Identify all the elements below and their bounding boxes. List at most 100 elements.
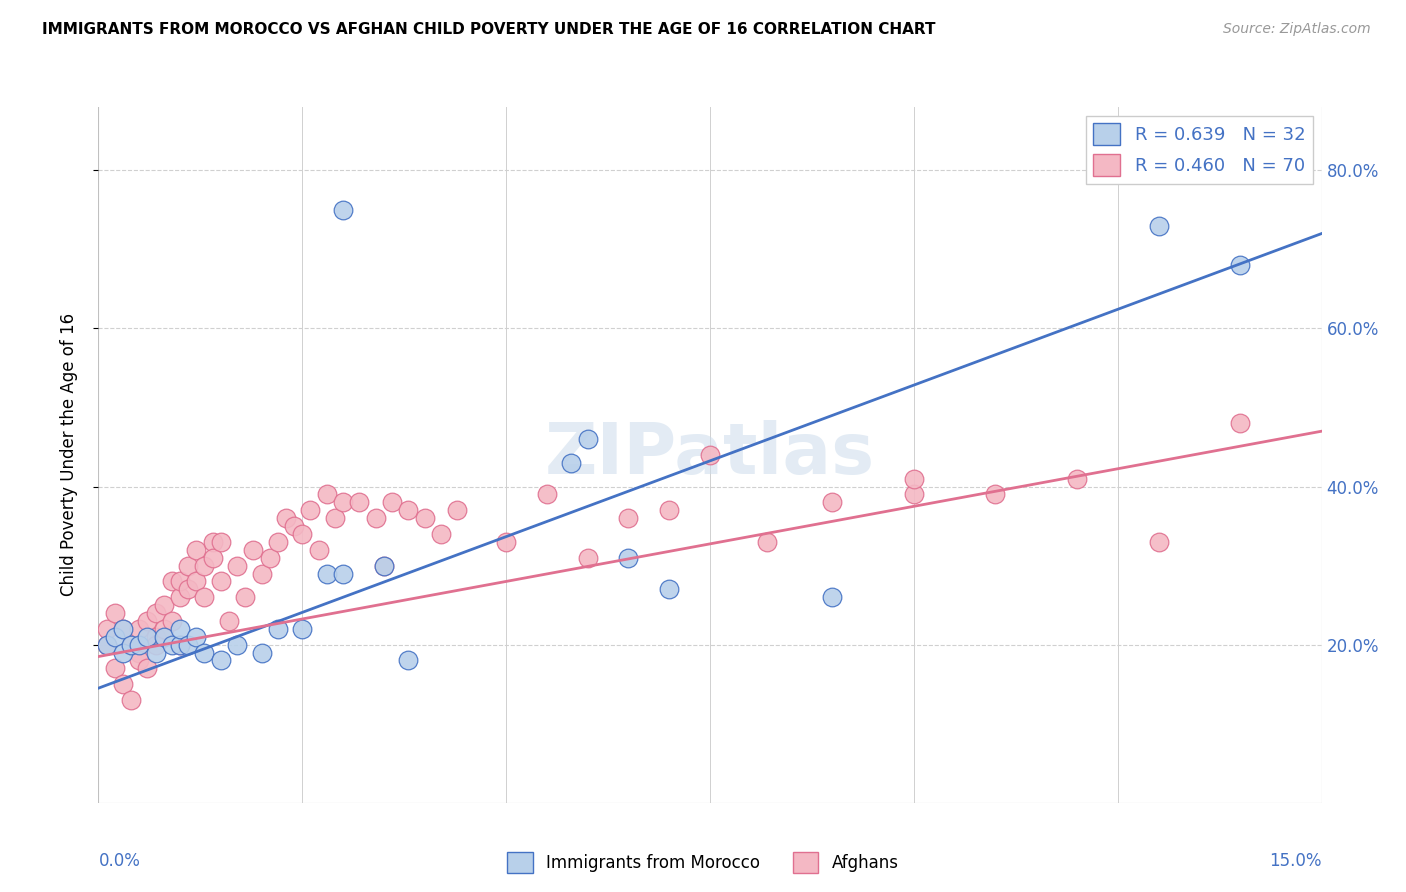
- Point: [332, 202, 354, 217]
- Point: [96, 638, 118, 652]
- Point: [120, 638, 142, 652]
- Point: [177, 638, 200, 652]
- Point: [283, 519, 305, 533]
- Point: [186, 574, 208, 589]
- Text: ZIPatlas: ZIPatlas: [546, 420, 875, 490]
- Y-axis label: Child Poverty Under the Age of 16: Child Poverty Under the Age of 16: [59, 313, 77, 597]
- Point: [699, 448, 721, 462]
- Point: [250, 646, 273, 660]
- Point: [291, 622, 314, 636]
- Point: [209, 653, 232, 667]
- Point: [104, 661, 127, 675]
- Point: [226, 558, 249, 573]
- Legend: Immigrants from Morocco, Afghans: Immigrants from Morocco, Afghans: [501, 846, 905, 880]
- Point: [226, 638, 249, 652]
- Point: [128, 653, 150, 667]
- Point: [218, 614, 240, 628]
- Point: [536, 487, 558, 501]
- Point: [396, 653, 419, 667]
- Text: 0.0%: 0.0%: [98, 852, 141, 870]
- Text: 15.0%: 15.0%: [1270, 852, 1322, 870]
- Point: [267, 534, 290, 549]
- Point: [193, 591, 215, 605]
- Point: [201, 550, 224, 565]
- Point: [145, 638, 167, 652]
- Point: [756, 534, 779, 549]
- Text: Source: ZipAtlas.com: Source: ZipAtlas.com: [1223, 22, 1371, 37]
- Point: [903, 472, 925, 486]
- Point: [111, 622, 134, 636]
- Point: [120, 693, 142, 707]
- Point: [576, 550, 599, 565]
- Point: [152, 630, 174, 644]
- Point: [821, 591, 844, 605]
- Point: [1147, 534, 1170, 549]
- Point: [495, 534, 517, 549]
- Point: [560, 456, 582, 470]
- Point: [430, 527, 453, 541]
- Point: [104, 606, 127, 620]
- Point: [169, 591, 191, 605]
- Point: [169, 622, 191, 636]
- Point: [145, 646, 167, 660]
- Point: [177, 582, 200, 597]
- Point: [1229, 417, 1251, 431]
- Point: [299, 503, 322, 517]
- Point: [160, 614, 183, 628]
- Point: [136, 630, 159, 644]
- Point: [349, 495, 371, 509]
- Point: [259, 550, 281, 565]
- Point: [903, 487, 925, 501]
- Point: [104, 630, 127, 644]
- Point: [617, 511, 640, 525]
- Point: [136, 661, 159, 675]
- Point: [396, 503, 419, 517]
- Point: [145, 606, 167, 620]
- Point: [332, 566, 354, 581]
- Point: [323, 511, 346, 525]
- Point: [169, 574, 191, 589]
- Point: [373, 558, 395, 573]
- Point: [315, 487, 337, 501]
- Point: [274, 511, 297, 525]
- Point: [209, 534, 232, 549]
- Point: [111, 677, 134, 691]
- Point: [658, 503, 681, 517]
- Point: [128, 638, 150, 652]
- Legend: R = 0.639   N = 32, R = 0.460   N = 70: R = 0.639 N = 32, R = 0.460 N = 70: [1085, 116, 1313, 184]
- Point: [96, 638, 118, 652]
- Point: [160, 638, 183, 652]
- Point: [201, 534, 224, 549]
- Point: [1229, 258, 1251, 272]
- Point: [120, 638, 142, 652]
- Point: [128, 622, 150, 636]
- Point: [373, 558, 395, 573]
- Point: [111, 646, 134, 660]
- Point: [576, 432, 599, 446]
- Point: [177, 558, 200, 573]
- Point: [186, 630, 208, 644]
- Point: [446, 503, 468, 517]
- Point: [308, 542, 330, 557]
- Point: [1066, 472, 1088, 486]
- Text: IMMIGRANTS FROM MOROCCO VS AFGHAN CHILD POVERTY UNDER THE AGE OF 16 CORRELATION : IMMIGRANTS FROM MOROCCO VS AFGHAN CHILD …: [42, 22, 935, 37]
- Point: [984, 487, 1007, 501]
- Point: [658, 582, 681, 597]
- Point: [96, 622, 118, 636]
- Point: [1147, 219, 1170, 233]
- Point: [617, 550, 640, 565]
- Point: [315, 566, 337, 581]
- Point: [291, 527, 314, 541]
- Point: [242, 542, 264, 557]
- Point: [152, 598, 174, 612]
- Point: [381, 495, 404, 509]
- Point: [169, 638, 191, 652]
- Point: [413, 511, 436, 525]
- Point: [364, 511, 387, 525]
- Point: [821, 495, 844, 509]
- Point: [233, 591, 256, 605]
- Point: [209, 574, 232, 589]
- Point: [193, 646, 215, 660]
- Point: [250, 566, 273, 581]
- Point: [169, 638, 191, 652]
